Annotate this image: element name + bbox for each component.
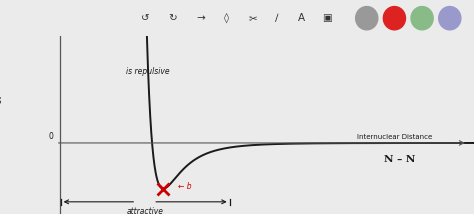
Text: ◊: ◊ bbox=[224, 13, 229, 23]
Circle shape bbox=[356, 7, 378, 30]
Text: →: → bbox=[196, 13, 205, 23]
Text: is repulsive: is repulsive bbox=[126, 67, 170, 76]
Text: Potential Energy: Potential Energy bbox=[0, 94, 2, 157]
Text: ↺: ↺ bbox=[141, 13, 150, 23]
Text: N – N: N – N bbox=[384, 155, 415, 164]
Text: attractive: attractive bbox=[127, 207, 164, 214]
Text: 0: 0 bbox=[49, 132, 54, 141]
Circle shape bbox=[383, 7, 405, 30]
Circle shape bbox=[411, 7, 433, 30]
Text: A: A bbox=[297, 13, 305, 23]
Text: ✂: ✂ bbox=[248, 13, 257, 23]
Circle shape bbox=[439, 7, 461, 30]
Text: ← b: ← b bbox=[178, 182, 191, 191]
Text: ∕: ∕ bbox=[275, 13, 279, 23]
Text: ↻: ↻ bbox=[169, 13, 177, 23]
Text: ▣: ▣ bbox=[322, 13, 332, 23]
Text: Internuclear Distance: Internuclear Distance bbox=[357, 134, 433, 140]
